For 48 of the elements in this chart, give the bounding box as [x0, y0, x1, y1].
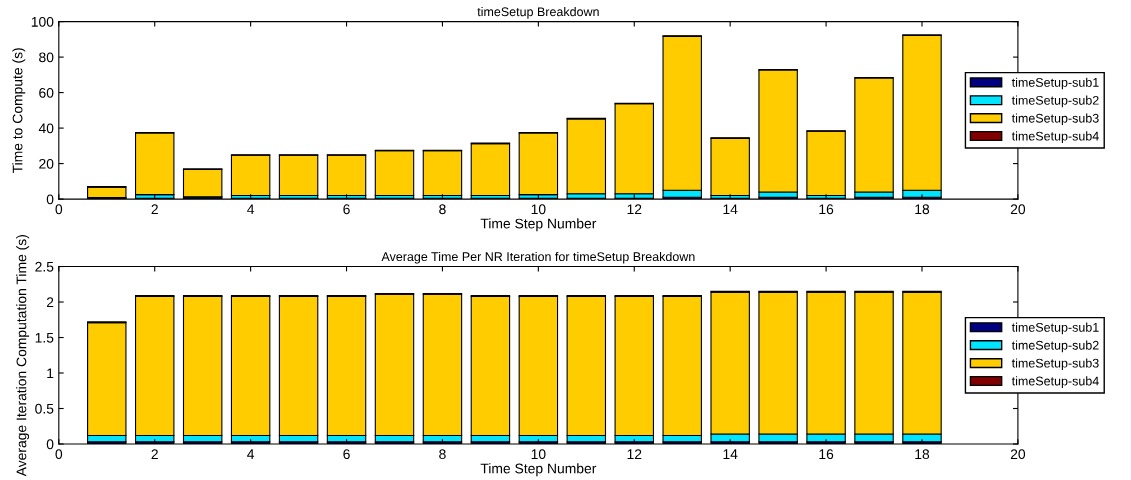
y-tick-label: 1 — [47, 368, 54, 379]
x-tick-label: 16 — [819, 449, 834, 460]
x-tick-label: 6 — [343, 204, 350, 215]
chart-title: timeSetup Breakdown — [477, 6, 599, 19]
x-tick-label: 8 — [439, 204, 446, 215]
x-tick-label: 18 — [915, 204, 930, 215]
x-tick-label: 18 — [915, 449, 930, 460]
x-tick-label: 0 — [55, 204, 63, 215]
x-tick-label: 10 — [531, 204, 546, 215]
y-tick-label: 100 — [31, 16, 54, 27]
x-tick-label: 14 — [723, 449, 738, 459]
y-tick-label: 0 — [46, 194, 54, 205]
x-tick-label: 6 — [343, 449, 350, 460]
x-tick-label: 20 — [1010, 449, 1026, 460]
y-tick-label: 60 — [39, 87, 54, 98]
x-tick-label: 2 — [151, 204, 158, 215]
legend-label: timeSetup-sub4 — [1011, 376, 1099, 388]
y-tick-label: 0.5 — [35, 403, 54, 414]
y-axis-title: Time to Compute (s) — [12, 48, 26, 174]
x-tick-label: 12 — [627, 204, 642, 215]
legend-label: timeSetup-sub3 — [1011, 358, 1099, 371]
x-axis-title: Time Step Number — [480, 463, 597, 477]
x-tick-label: 4 — [247, 449, 255, 459]
x-tick-label: 10 — [531, 449, 546, 460]
y-tick-label: 80 — [39, 52, 54, 63]
x-tick-label: 14 — [723, 204, 738, 215]
x-tick-label: 0 — [55, 449, 63, 460]
x-tick-label: 12 — [627, 449, 642, 459]
legend-label: timeSetup-sub2 — [1011, 95, 1099, 108]
x-tick-label: 2 — [151, 449, 158, 459]
y-axis-title: Average Iteration Computation Time (s) — [16, 235, 30, 477]
x-axis-title: Time Step Number — [480, 218, 597, 232]
x-tick-label: 8 — [439, 449, 446, 460]
legend-label: timeSetup-sub3 — [1011, 113, 1099, 126]
y-tick-label: 2 — [46, 297, 54, 308]
legend-label: timeSetup-sub1 — [1011, 77, 1099, 90]
x-tick-label: 20 — [1010, 204, 1026, 215]
legend-label: timeSetup-sub1 — [1011, 322, 1099, 335]
x-tick-label: 16 — [819, 204, 834, 215]
chart-title: Average Time Per NR Iteration for timeSetup Breakdown — [381, 251, 695, 264]
legend-label: timeSetup-sub2 — [1011, 340, 1099, 353]
y-tick-label: 2.5 — [35, 261, 54, 272]
y-tick-label: 40 — [38, 123, 54, 134]
x-tick-label: 4 — [247, 204, 255, 215]
y-tick-label: 1.5 — [35, 332, 54, 343]
y-tick-label: 20 — [39, 158, 54, 169]
legend-label: timeSetup-sub4 — [1011, 131, 1099, 144]
y-tick-label: 0 — [46, 439, 54, 450]
